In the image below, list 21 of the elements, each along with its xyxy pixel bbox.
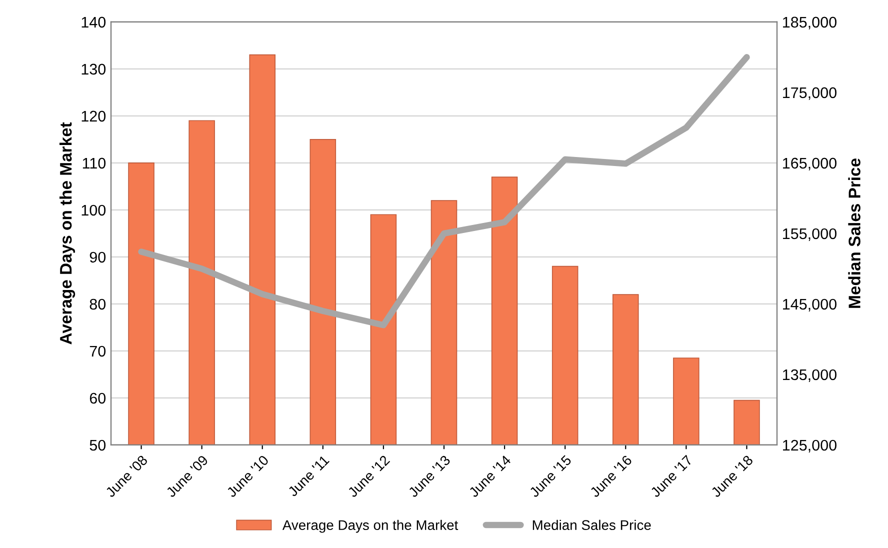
y-tick-label: 90	[90, 252, 106, 263]
y-tick-label: 110	[82, 158, 106, 169]
y2-tick-label: 135,000	[783, 369, 836, 382]
y-axis-title: Average Days on the Market	[59, 122, 76, 344]
y2-tick-label: 175,000	[783, 87, 836, 100]
y2-tick-label: 145,000	[783, 298, 836, 312]
y-tick-label: 80	[90, 298, 106, 310]
y-tick-label: 70	[90, 346, 106, 357]
y2-tick-label: 155,000	[783, 228, 836, 241]
y2-tick-label: 125,000	[783, 440, 836, 452]
y2-axis-title: Median Sales Price	[848, 158, 860, 308]
y-tick-label: 50	[90, 440, 106, 451]
y-tick-label: 140	[82, 16, 106, 28]
y2-tick-label: 165,000	[783, 158, 836, 170]
legend-label: Average Days on the Market	[282, 520, 458, 533]
y-tick-label: 100	[82, 204, 106, 216]
y2-tick-label: 185,000	[783, 16, 836, 30]
legend-label: Median Sales Price	[532, 520, 651, 530]
y-tick-label: 130	[82, 64, 106, 75]
y-tick-label: 120	[82, 110, 106, 122]
y-tick-label: 60	[90, 392, 106, 404]
